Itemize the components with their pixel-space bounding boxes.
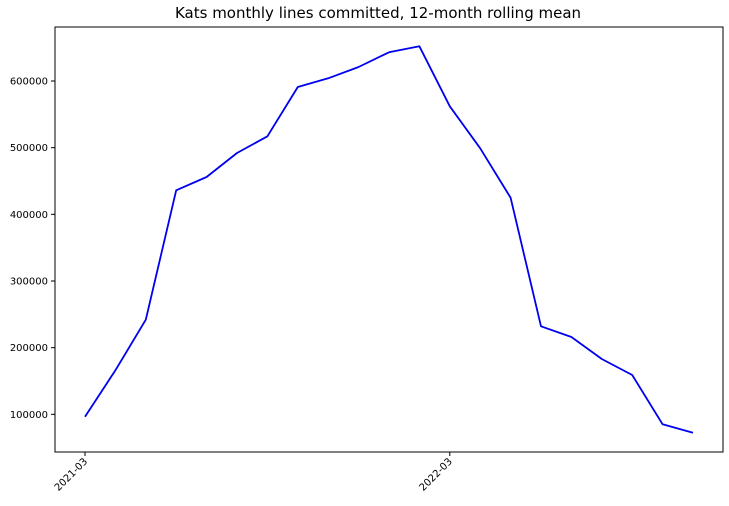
series-line bbox=[84, 45, 694, 434]
x-tick-label: 2022-03 bbox=[418, 456, 455, 493]
y-tick-label: 500000 bbox=[10, 143, 48, 154]
y-tick-label: 100000 bbox=[10, 410, 48, 421]
x-axis: 2021-03 2022-03 bbox=[53, 452, 455, 494]
y-tick-label: 600000 bbox=[10, 77, 48, 88]
series-group bbox=[84, 45, 694, 434]
y-tick-label: 300000 bbox=[10, 277, 48, 288]
plot-area bbox=[54, 26, 724, 453]
y-axis: 100000 200000 300000 400000 500000 600000 bbox=[10, 77, 55, 421]
y-tick-label: 200000 bbox=[10, 343, 48, 354]
x-tick-label: 2021-03 bbox=[53, 456, 90, 493]
chart-title: Kats monthly lines committed, 12-month r… bbox=[175, 4, 581, 22]
y-tick-label: 400000 bbox=[10, 210, 48, 221]
